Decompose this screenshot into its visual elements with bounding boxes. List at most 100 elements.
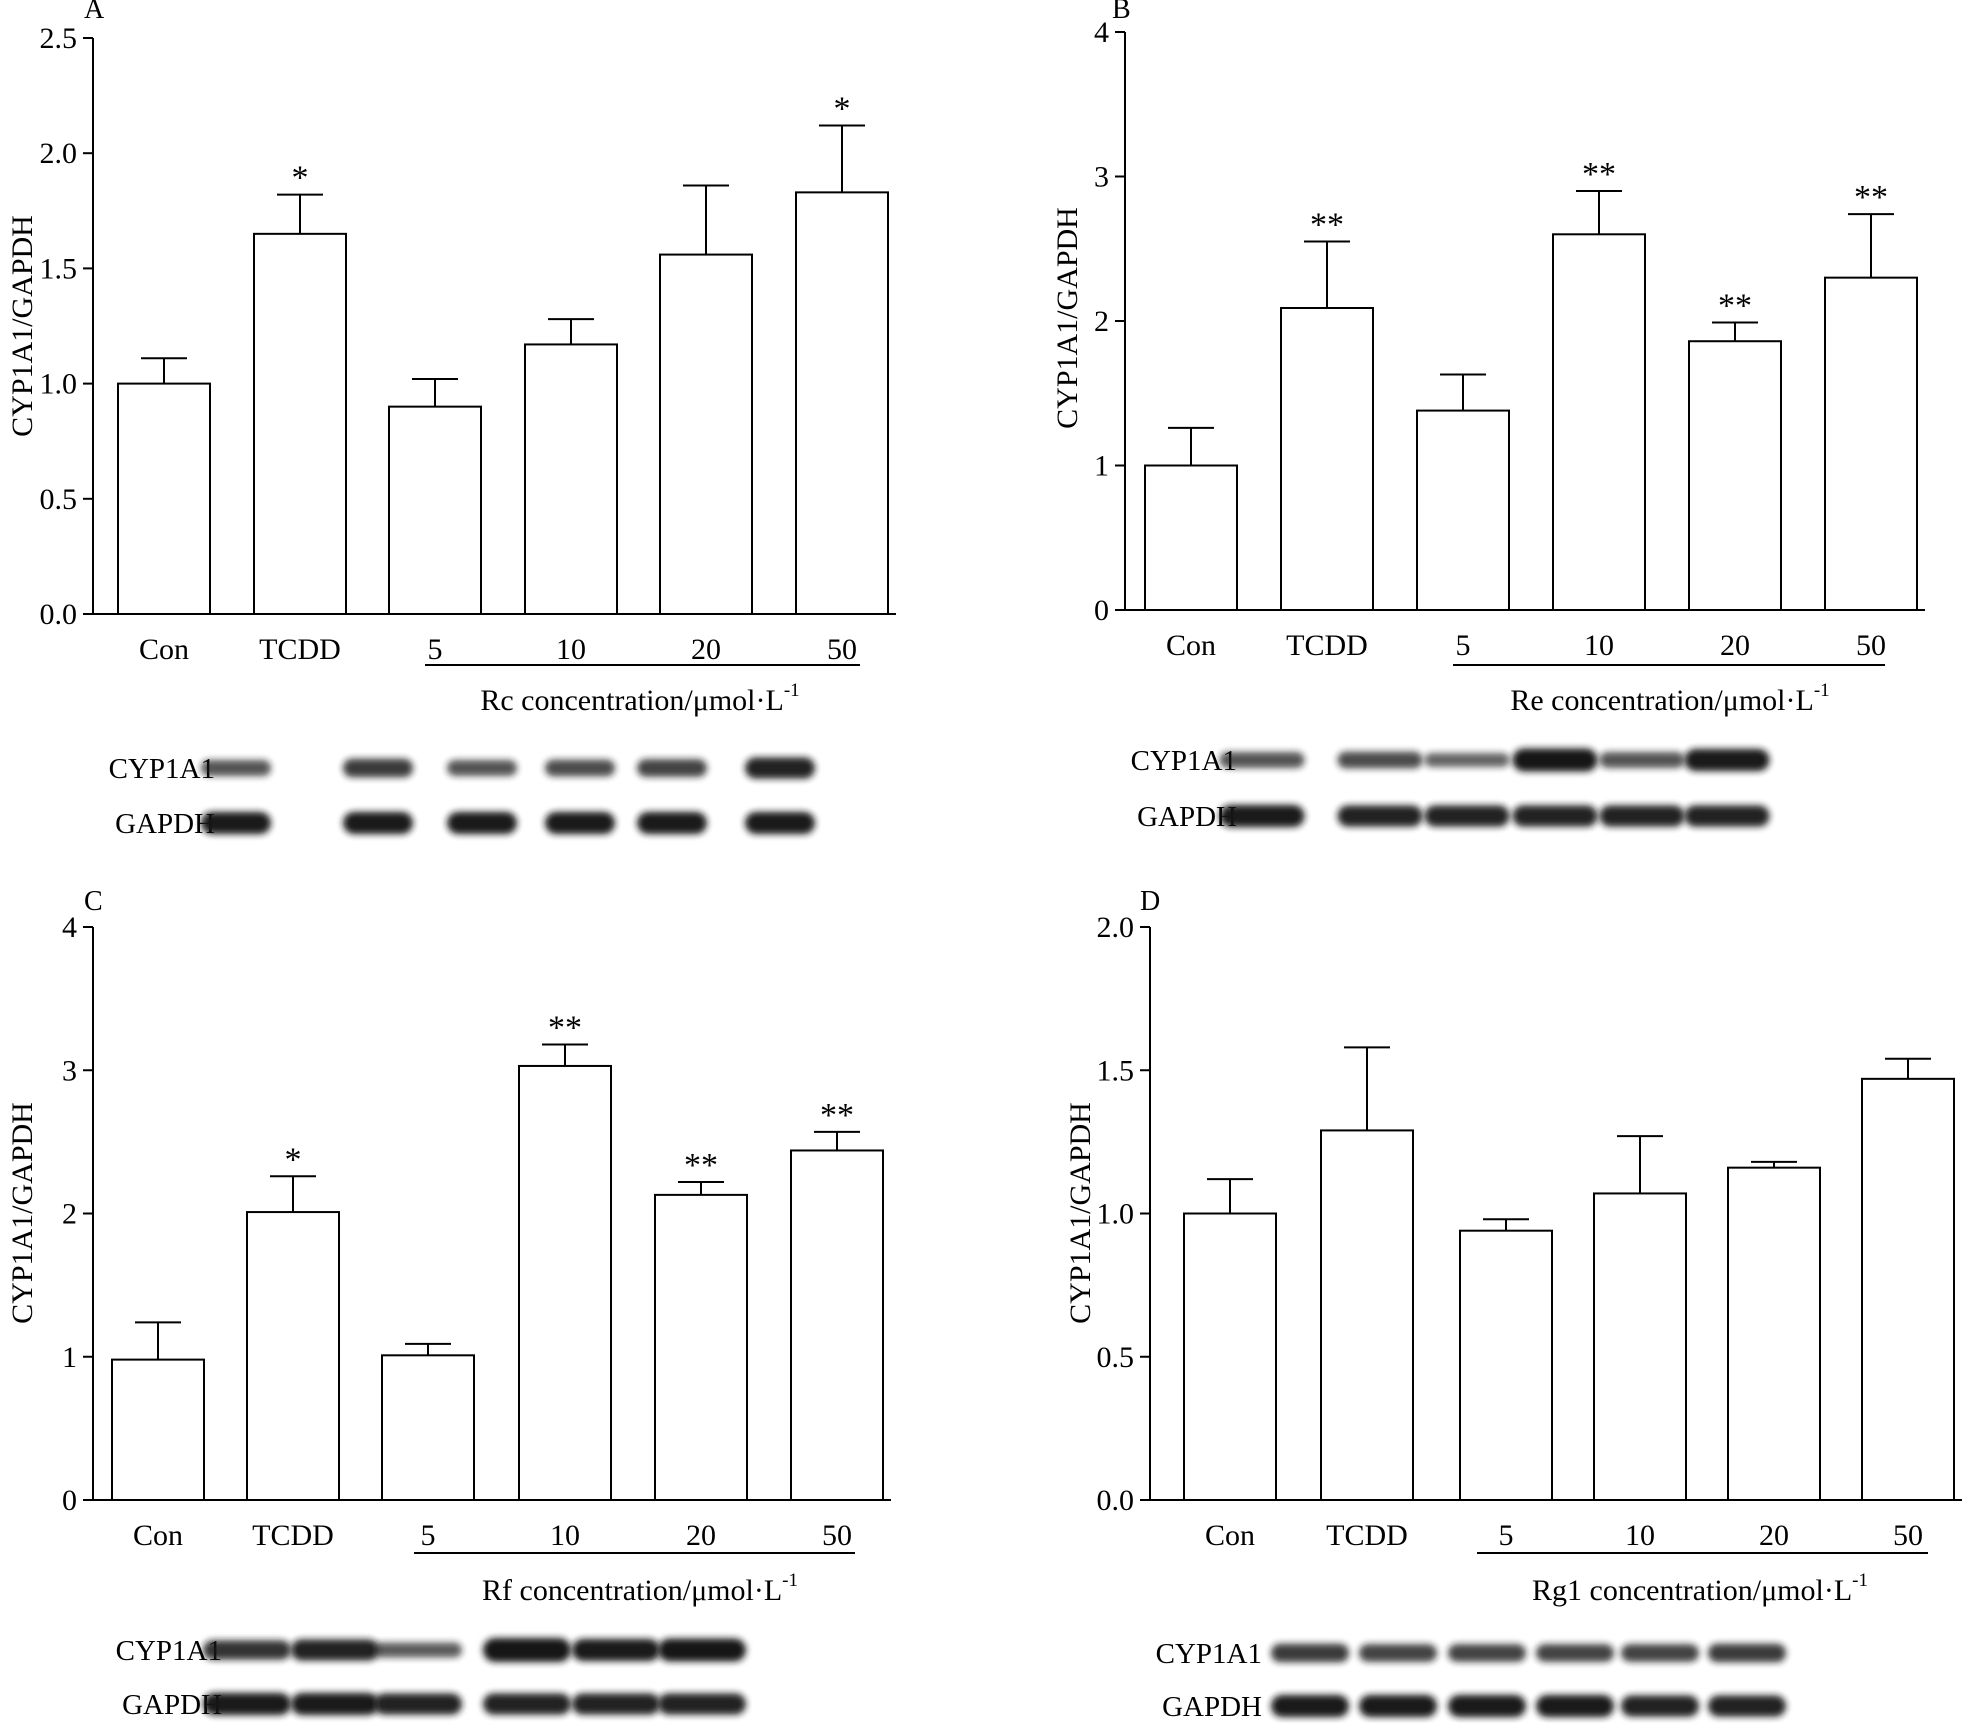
blot-row-label: GAPDH [1162, 1691, 1262, 1723]
panel-a: A 0.0 0.5 1.0 1.5 2.0 2.5 CYP1A1/GAPDH Con * TCDD 5… [6, 0, 896, 840]
x-tick-label: Con [1166, 629, 1216, 662]
bar [381, 1354, 475, 1501]
x-tick-label: 10 [1584, 629, 1614, 662]
x-tick-label: Con [133, 1519, 183, 1552]
bar [1144, 464, 1238, 611]
y-tick-label: 1.5 [1097, 1054, 1135, 1087]
blot-band [291, 1639, 379, 1661]
x-tick-label: 50 [822, 1519, 852, 1552]
blot-band [374, 1642, 462, 1658]
blot-band [343, 811, 413, 835]
blot-band [1536, 1644, 1614, 1662]
bar [117, 382, 211, 615]
bar [659, 253, 753, 616]
blot-row-label: CYP1A1 [109, 753, 215, 785]
y-tick-label: 1.0 [1097, 1198, 1135, 1231]
blot-band [1337, 751, 1423, 769]
blot-row-label: CYP1A1 [1131, 745, 1237, 777]
y-tick-label: 0 [1094, 594, 1109, 627]
panel-d: D 0.0 0.5 1.0 1.5 2.0 CYP1A1/GAPDH Con TCDD 5 10 20… [1064, 886, 1962, 1723]
blot-band [658, 1693, 746, 1715]
y-tick-label: 3 [62, 1054, 77, 1087]
blot-band [1271, 1643, 1349, 1663]
blot-band [658, 1638, 746, 1662]
blot-band [291, 1692, 379, 1716]
bar [790, 1149, 884, 1501]
bar [518, 1064, 612, 1501]
blot-band [1599, 805, 1685, 827]
y-tick-label: 2.5 [40, 22, 78, 55]
blot-band [572, 1638, 660, 1662]
x-tick-label: 50 [1856, 629, 1886, 662]
blot-band [745, 811, 815, 835]
blot-band [483, 1638, 571, 1662]
bar [1459, 1229, 1553, 1501]
blot-band [201, 811, 271, 835]
y-tick-label: 2 [62, 1198, 77, 1231]
bar [1280, 306, 1374, 611]
blot-band [1512, 748, 1598, 772]
blot-band [1621, 1644, 1699, 1662]
y-tick-label: 0.5 [1097, 1341, 1135, 1374]
significance-marker: ** [684, 1147, 718, 1184]
blot-band [343, 758, 413, 778]
y-tick-label: 1 [62, 1341, 77, 1374]
x-axis-title: Rc concentration/μmol·L-1 [480, 680, 799, 717]
panel-letter: D [1140, 886, 1160, 917]
y-tick-label: 4 [62, 911, 77, 944]
significance-marker: ** [1854, 179, 1888, 216]
blot-band [1219, 752, 1305, 768]
blot-band [1424, 805, 1510, 827]
significance-marker: ** [1718, 287, 1752, 324]
blot-band [1359, 1694, 1437, 1718]
blot-band [1271, 1694, 1349, 1718]
significance-marker: ** [1582, 156, 1616, 193]
bar [1552, 233, 1646, 612]
panel-letter: C [84, 886, 103, 917]
x-tick-label: 20 [1759, 1519, 1789, 1552]
x-axis-title: Rf concentration/μmol·L-1 [482, 1570, 798, 1607]
bar [524, 343, 618, 615]
x-tick-label: Con [139, 633, 189, 666]
x-tick-label: 5 [1499, 1519, 1514, 1552]
blot-band [1684, 748, 1770, 772]
y-axis-title: CYP1A1/GAPDH [6, 1102, 39, 1324]
blot-band [1337, 805, 1423, 827]
blot-band [1448, 1694, 1526, 1718]
x-tick-label: 50 [1893, 1519, 1923, 1552]
bar [1688, 340, 1782, 611]
blot-band [447, 760, 517, 776]
y-tick-label: 0.0 [40, 598, 78, 631]
x-axis-title: Rg1 concentration/μmol·L-1 [1532, 1570, 1868, 1607]
x-axis-title: Re concentration/μmol·L-1 [1510, 680, 1829, 717]
blot-band [545, 811, 615, 835]
blot-band [637, 811, 707, 835]
y-tick-label: 1.0 [40, 368, 78, 401]
x-tick-label: 5 [428, 633, 443, 666]
significance-marker: ** [1310, 207, 1344, 244]
x-tick-label: 5 [421, 1519, 436, 1552]
blot-band [483, 1693, 571, 1715]
panel-b: B 0 1 2 3 4 CYP1A1/GAPDH Con ** TCDD 5 ** 10 ** 20 ** 50… [1051, 0, 1925, 833]
y-tick-label: 2 [1094, 305, 1109, 338]
y-tick-label: 0.5 [40, 483, 78, 516]
blot-band [1512, 805, 1598, 827]
bar [1824, 276, 1918, 611]
blot-band [1536, 1694, 1614, 1718]
bar [246, 1211, 340, 1501]
bar [1593, 1192, 1687, 1501]
blot-band [1219, 804, 1305, 828]
x-tick-label: 20 [686, 1519, 716, 1552]
x-tick-label: 50 [827, 633, 857, 666]
significance-marker: * [834, 91, 851, 128]
y-tick-label: 1 [1094, 450, 1109, 483]
significance-marker: ** [820, 1097, 854, 1134]
y-tick-label: 2.0 [1097, 911, 1135, 944]
blot-band [1708, 1695, 1786, 1717]
panel-letter: B [1112, 0, 1131, 25]
y-tick-label: 4 [1094, 16, 1109, 49]
bar [1861, 1077, 1955, 1501]
bar [1320, 1129, 1414, 1502]
blot-band [1708, 1643, 1786, 1663]
x-tick-label: TCDD [1326, 1519, 1408, 1552]
